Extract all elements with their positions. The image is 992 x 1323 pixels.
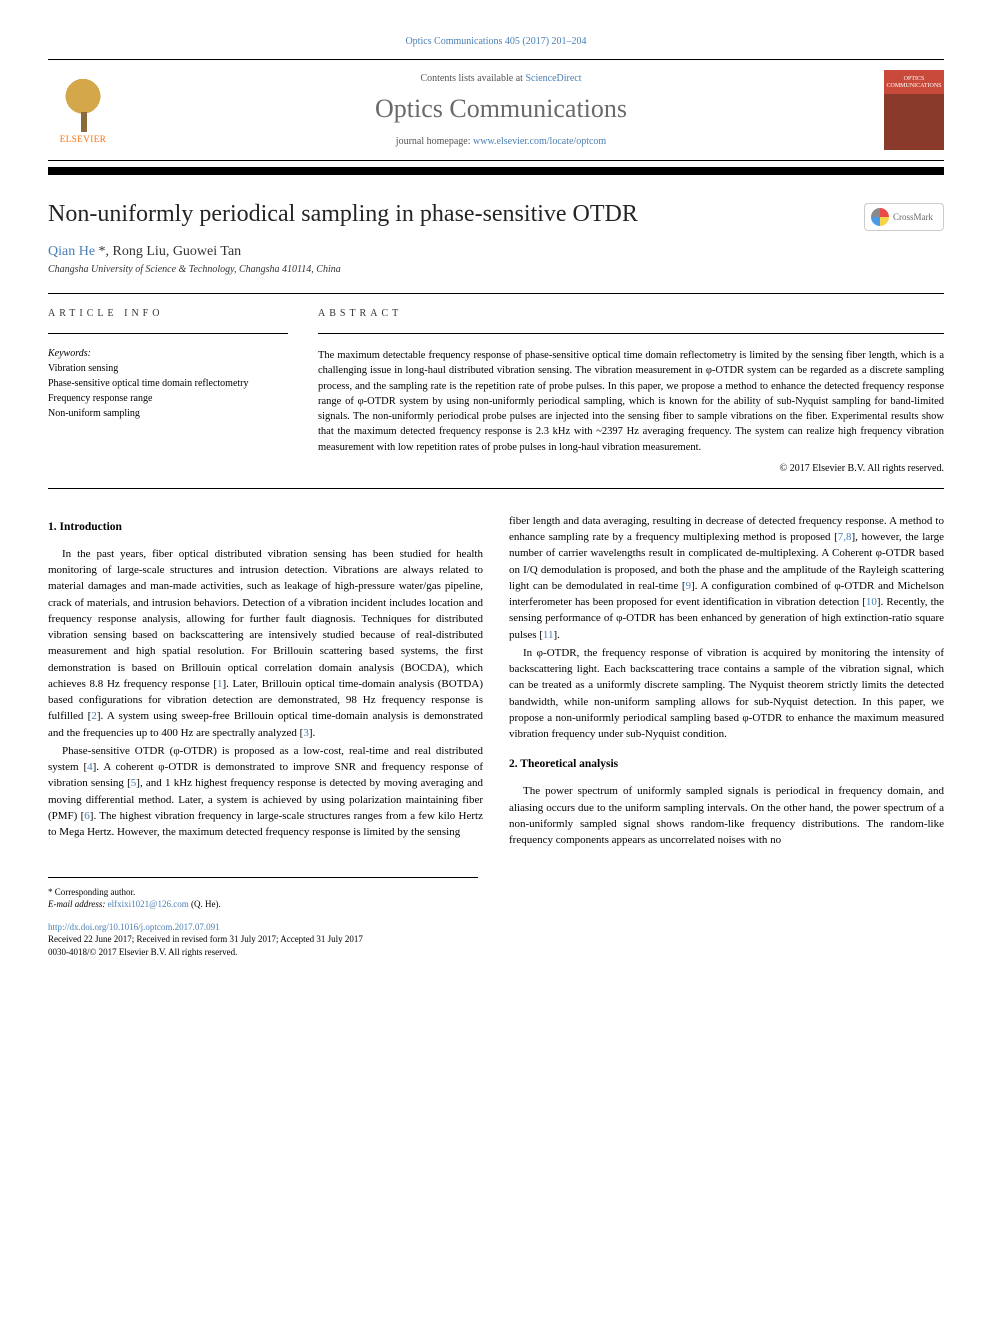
keyword-item: Frequency response range xyxy=(48,391,288,406)
article-info-block: ARTICLE INFO Keywords: Vibration sensing… xyxy=(48,308,288,474)
abstract-copyright: © 2017 Elsevier B.V. All rights reserved… xyxy=(318,463,944,474)
journal-title: Optics Communications xyxy=(118,94,884,124)
contents-prefix: Contents lists available at xyxy=(420,73,525,84)
ref-link[interactable]: 9 xyxy=(686,580,692,592)
keyword-item: Phase-sensitive optical time domain refl… xyxy=(48,376,288,391)
homepage-prefix: journal homepage: xyxy=(396,136,473,147)
divider xyxy=(318,333,944,334)
crossmark-badge[interactable]: CrossMark xyxy=(864,203,944,231)
body-paragraph: The power spectrum of uniformly sampled … xyxy=(509,783,944,848)
email-label: E-mail address: xyxy=(48,899,108,909)
elsevier-tree-icon xyxy=(58,77,108,132)
authors-rest: , Rong Liu, Guowei Tan xyxy=(106,244,242,259)
corresponding-author-label: * Corresponding author. xyxy=(48,886,478,899)
body-paragraph: In the past years, fiber optical distrib… xyxy=(48,546,483,741)
citation-header: Optics Communications 405 (2017) 201–204 xyxy=(48,36,944,47)
homepage-link[interactable]: www.elsevier.com/locate/optcom xyxy=(473,136,606,147)
ref-link[interactable]: 6 xyxy=(84,810,90,822)
journal-cover-thumb: OPTICS COMMUNICATIONS xyxy=(884,70,944,150)
footer: * Corresponding author. E-mail address: … xyxy=(48,877,478,959)
article-title: Non-uniformly periodical sampling in pha… xyxy=(48,199,944,230)
body-text: 1. Introduction In the past years, fiber… xyxy=(48,513,944,849)
divider-bar xyxy=(48,167,944,175)
sciencedirect-link[interactable]: ScienceDirect xyxy=(525,73,581,84)
crossmark-icon xyxy=(871,208,889,226)
abstract-block: ABSTRACT The maximum detectable frequenc… xyxy=(318,308,944,474)
abstract-heading: ABSTRACT xyxy=(318,308,944,319)
history-line: Received 22 June 2017; Received in revis… xyxy=(48,933,478,946)
author-star: * xyxy=(95,244,106,259)
divider xyxy=(48,488,944,489)
homepage-line: journal homepage: www.elsevier.com/locat… xyxy=(118,136,884,147)
authors-line: Qian He *, Rong Liu, Guowei Tan xyxy=(48,244,944,260)
keyword-item: Non-uniform sampling xyxy=(48,406,288,421)
ref-link[interactable]: 5 xyxy=(131,777,137,789)
email-link[interactable]: elfxixi1021@126.com xyxy=(108,899,189,909)
email-line: E-mail address: elfxixi1021@126.com (Q. … xyxy=(48,898,478,911)
ref-link[interactable]: 3 xyxy=(303,727,309,739)
article-info-heading: ARTICLE INFO xyxy=(48,308,288,319)
body-paragraph: In φ-OTDR, the frequency response of vib… xyxy=(509,645,944,743)
cover-text: OPTICS COMMUNICATIONS xyxy=(884,76,944,89)
body-paragraph: Phase-sensitive OTDR (φ-OTDR) is propose… xyxy=(48,743,483,841)
author-corresponding[interactable]: Qian He xyxy=(48,244,95,259)
ref-link[interactable]: 2 xyxy=(91,710,97,722)
divider xyxy=(48,333,288,334)
crossmark-label: CrossMark xyxy=(893,212,933,222)
ref-link[interactable]: 7,8 xyxy=(838,531,852,543)
email-suffix: (Q. He). xyxy=(189,899,221,909)
section-1-heading: 1. Introduction xyxy=(48,519,483,536)
body-paragraph: fiber length and data averaging, resulti… xyxy=(509,513,944,643)
keywords-label: Keywords: xyxy=(48,348,288,359)
affiliation: Changsha University of Science & Technol… xyxy=(48,264,944,275)
journal-bar: ELSEVIER Contents lists available at Sci… xyxy=(48,59,944,161)
abstract-text: The maximum detectable frequency respons… xyxy=(318,348,944,455)
ref-link[interactable]: 1 xyxy=(217,678,223,690)
keyword-item: Vibration sensing xyxy=(48,361,288,376)
section-2-heading: 2. Theoretical analysis xyxy=(509,756,944,773)
issn-line: 0030-4018/© 2017 Elsevier B.V. All right… xyxy=(48,946,478,959)
divider xyxy=(48,293,944,294)
ref-link[interactable]: 11 xyxy=(543,629,554,641)
ref-link[interactable]: 10 xyxy=(866,596,877,608)
ref-link[interactable]: 4 xyxy=(87,761,93,773)
contents-line: Contents lists available at ScienceDirec… xyxy=(118,73,884,84)
doi-link[interactable]: http://dx.doi.org/10.1016/j.optcom.2017.… xyxy=(48,922,220,932)
publisher-logo: ELSEVIER xyxy=(48,70,118,150)
publisher-name: ELSEVIER xyxy=(60,134,107,144)
